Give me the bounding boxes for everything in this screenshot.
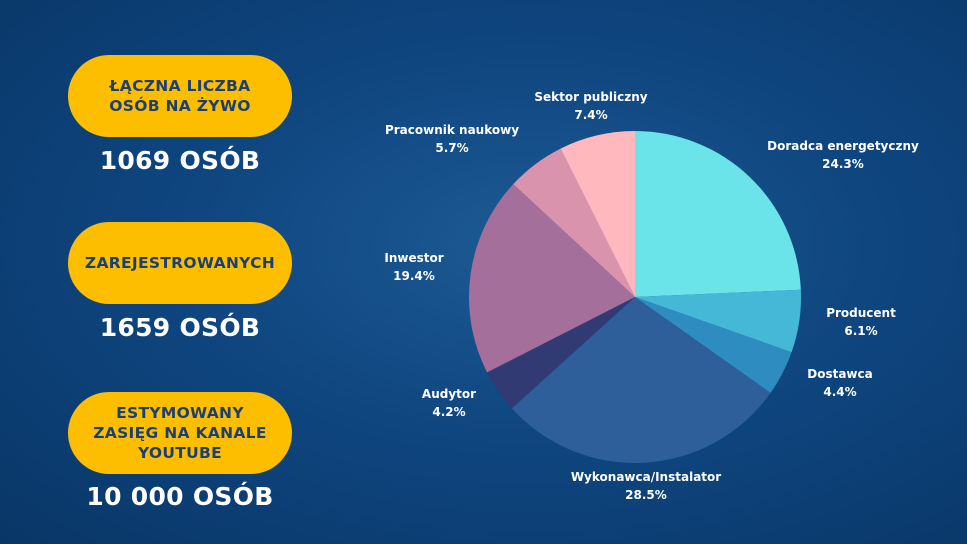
slice-percent-label: 4.4% [823,385,856,399]
pie-slice-producent [635,289,802,353]
pie-slice-inwestor [468,184,635,373]
stat-label-registered: ZAREJESTROWANYCH [68,222,292,304]
slice-percent-label: 7.4% [574,108,607,122]
pie-slice-audytor [487,297,635,409]
slice-percent-label: 28.5% [625,488,667,502]
pie-slice-sektor-publiczny [560,131,635,297]
stat-value-registered: 1659 OSÓB [99,313,261,342]
stat-label-youtube-reach: ESTYMOWANY ZASIĘG NA KANALE YOUTUBE [68,392,292,474]
slice-name-label: Inwestor [384,251,443,265]
slice-percent-label: 6.1% [844,324,877,338]
pie-slice-wykonawca-instalator [511,297,771,463]
slice-name-label: Pracownik naukowy [385,123,519,137]
slice-name-label: Audytor [422,387,476,401]
slice-percent-label: 19.4% [393,269,435,283]
slice-name-label: Doradca energetyczny [767,139,919,153]
slice-name-label: Producent [826,306,896,320]
slice-percent-label: 4.2% [432,405,465,419]
slice-percent-label: 5.7% [435,141,468,155]
slice-name-label: Sektor publiczny [534,90,647,104]
slice-name-label: Wykonawca/Instalator [571,470,721,484]
pie-slice-dostawca [635,297,792,393]
pie-slice-doradca-energetyczny [635,131,801,297]
stat-label-live-attendees: ŁĄCZNA LICZBA OSÓB NA ŻYWO [68,55,292,137]
stat-value-live-attendees: 1069 OSÓB [99,146,261,175]
stat-value-youtube-reach: 10 000 OSÓB [86,482,274,511]
pie-slice-pracownik-naukowy [513,148,635,297]
slice-percent-label: 24.3% [822,157,864,171]
slice-name-label: Dostawca [807,367,872,381]
